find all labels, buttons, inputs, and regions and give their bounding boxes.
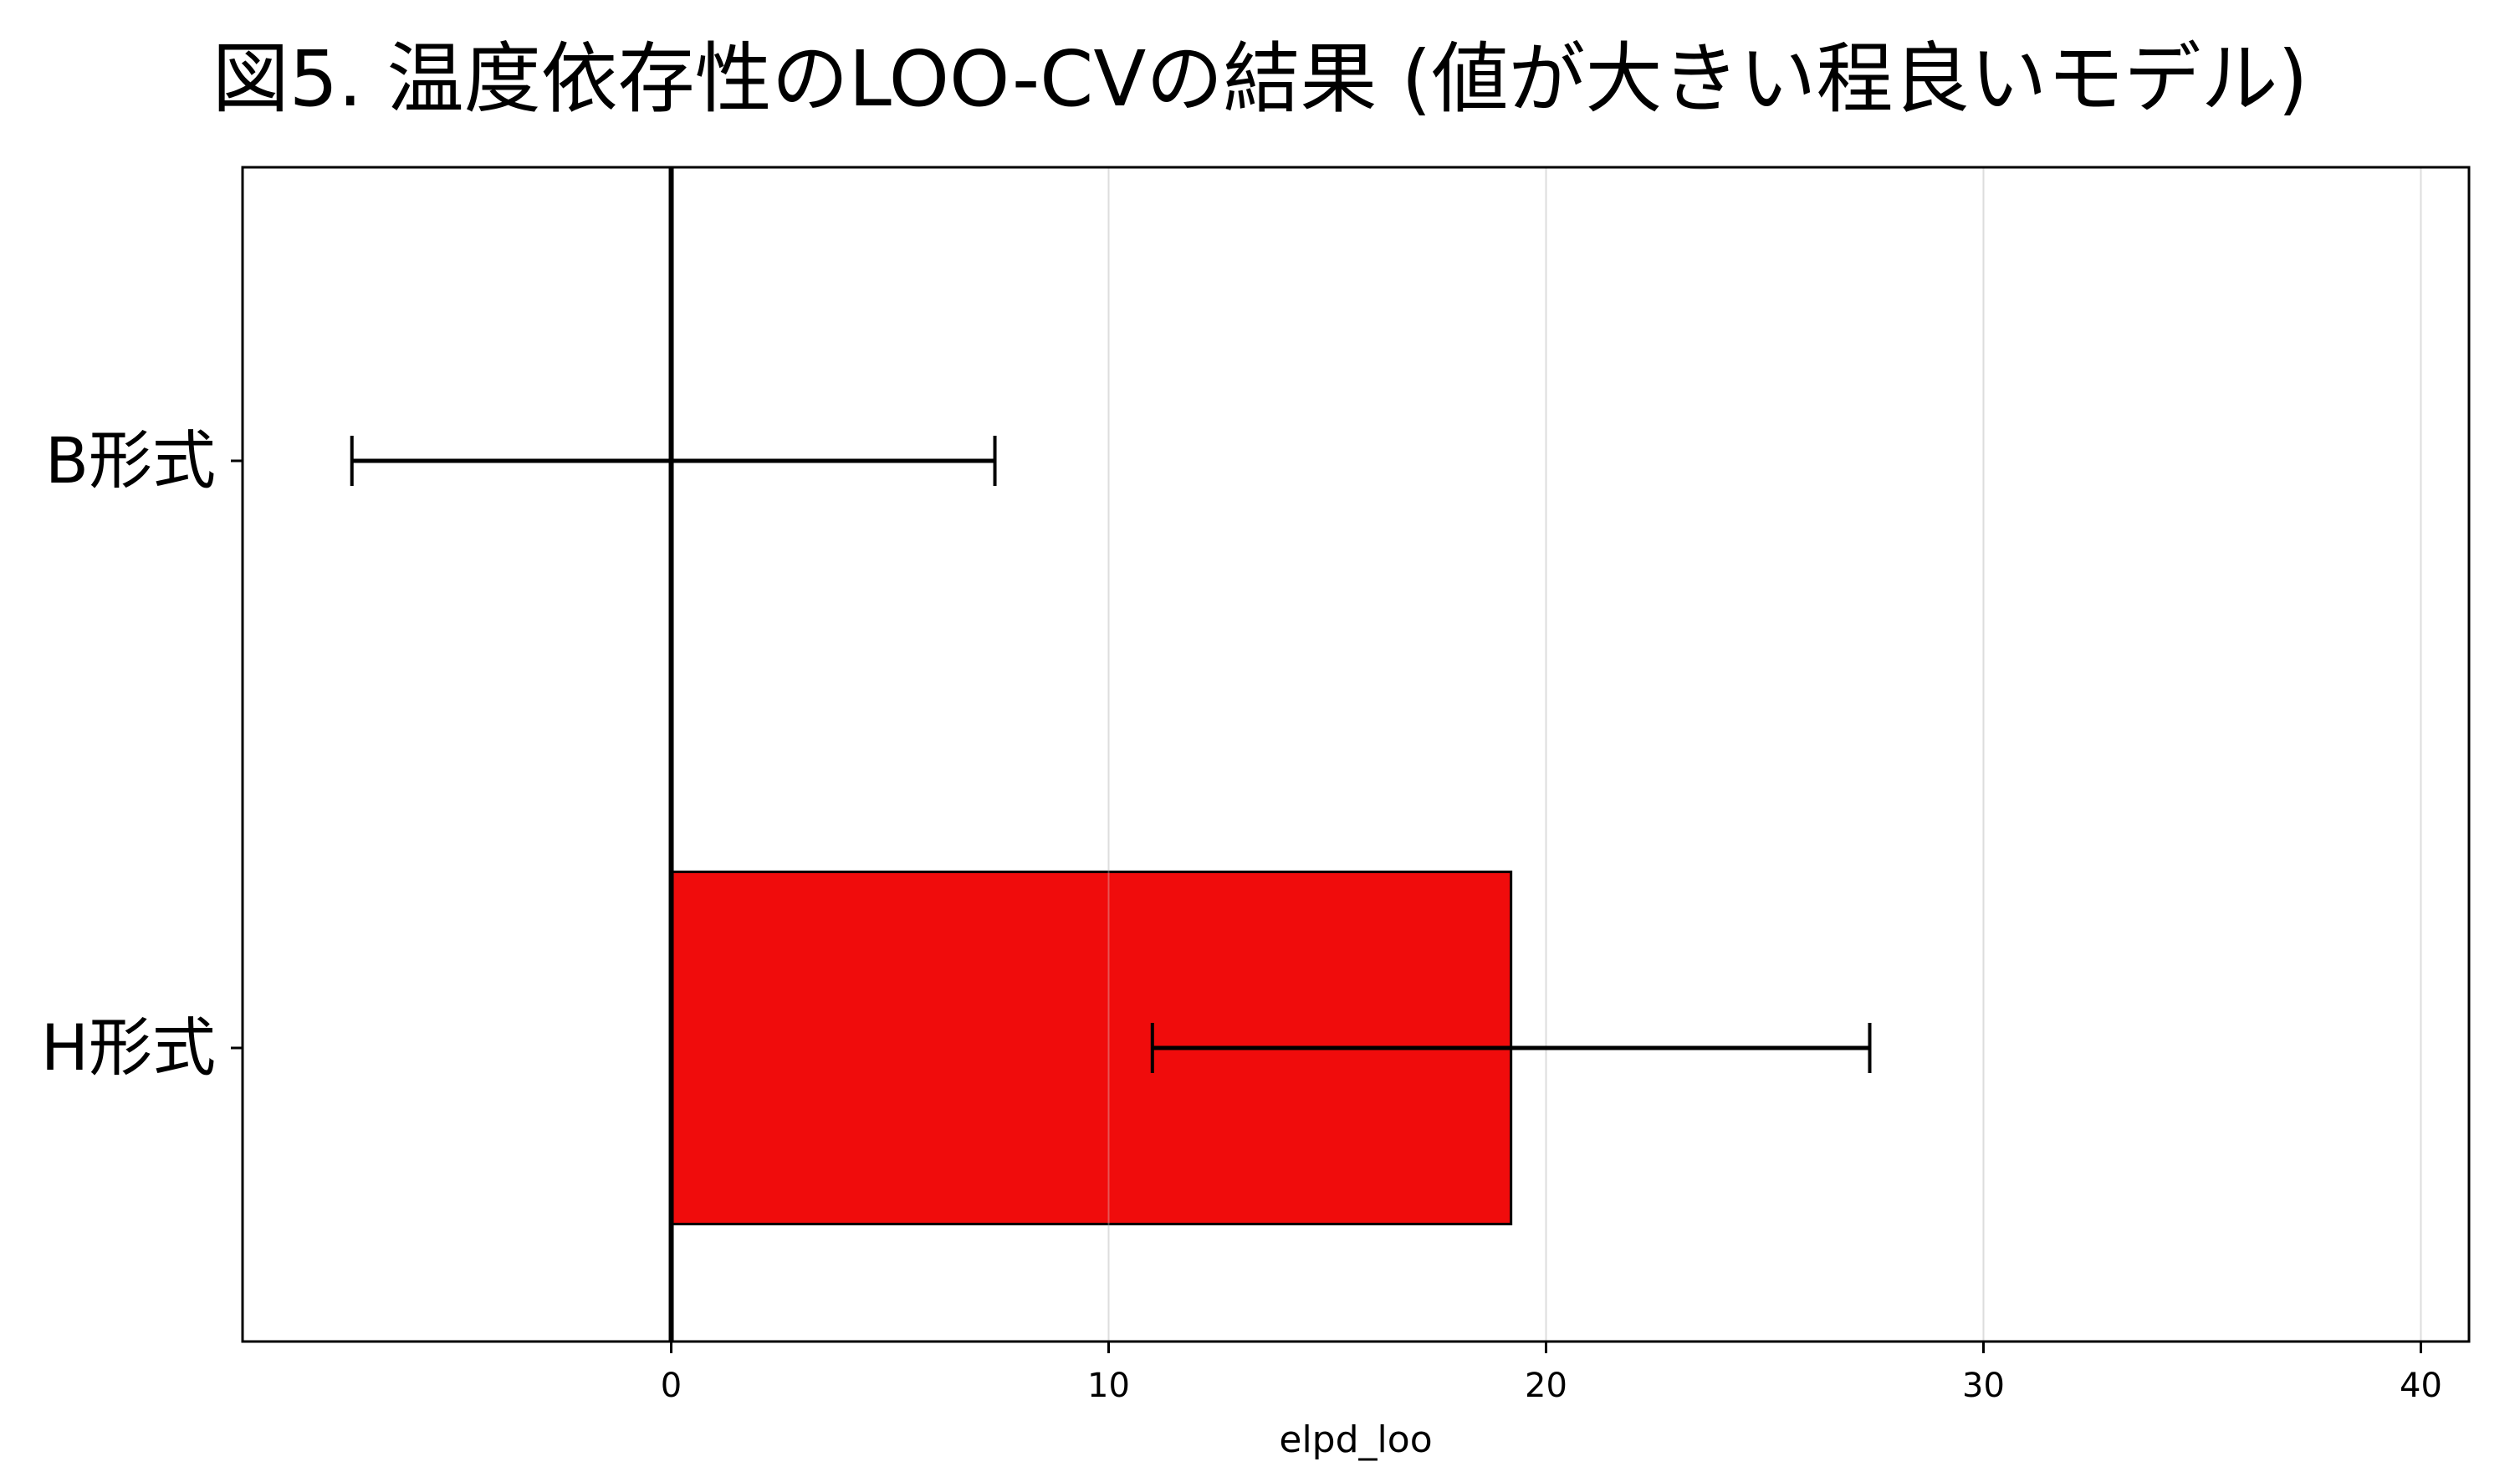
- y-tick-label: H形式: [41, 1010, 216, 1085]
- plot-frame: [241, 166, 2471, 1343]
- x-axis-label: elpd_loo: [1279, 1418, 1432, 1461]
- x-tick-label: 10: [1087, 1367, 1130, 1405]
- chart-title: 図5. 温度依存性のLOO-CVの結果 (値が大きい程良いモデル): [212, 34, 2308, 124]
- bars: [670, 167, 2422, 1342]
- x-tick-label: 30: [1962, 1367, 2005, 1405]
- y-tick-label: B形式: [45, 423, 216, 498]
- x-tick-label: 20: [1525, 1367, 1567, 1405]
- y-axis: B形式 H形式: [41, 423, 243, 1085]
- x-tick-label: 0: [661, 1367, 682, 1405]
- x-tick-label: 40: [2400, 1367, 2442, 1405]
- error-bars: [350, 436, 1872, 1073]
- x-axis: 0 10 20 30 40: [661, 1342, 2442, 1405]
